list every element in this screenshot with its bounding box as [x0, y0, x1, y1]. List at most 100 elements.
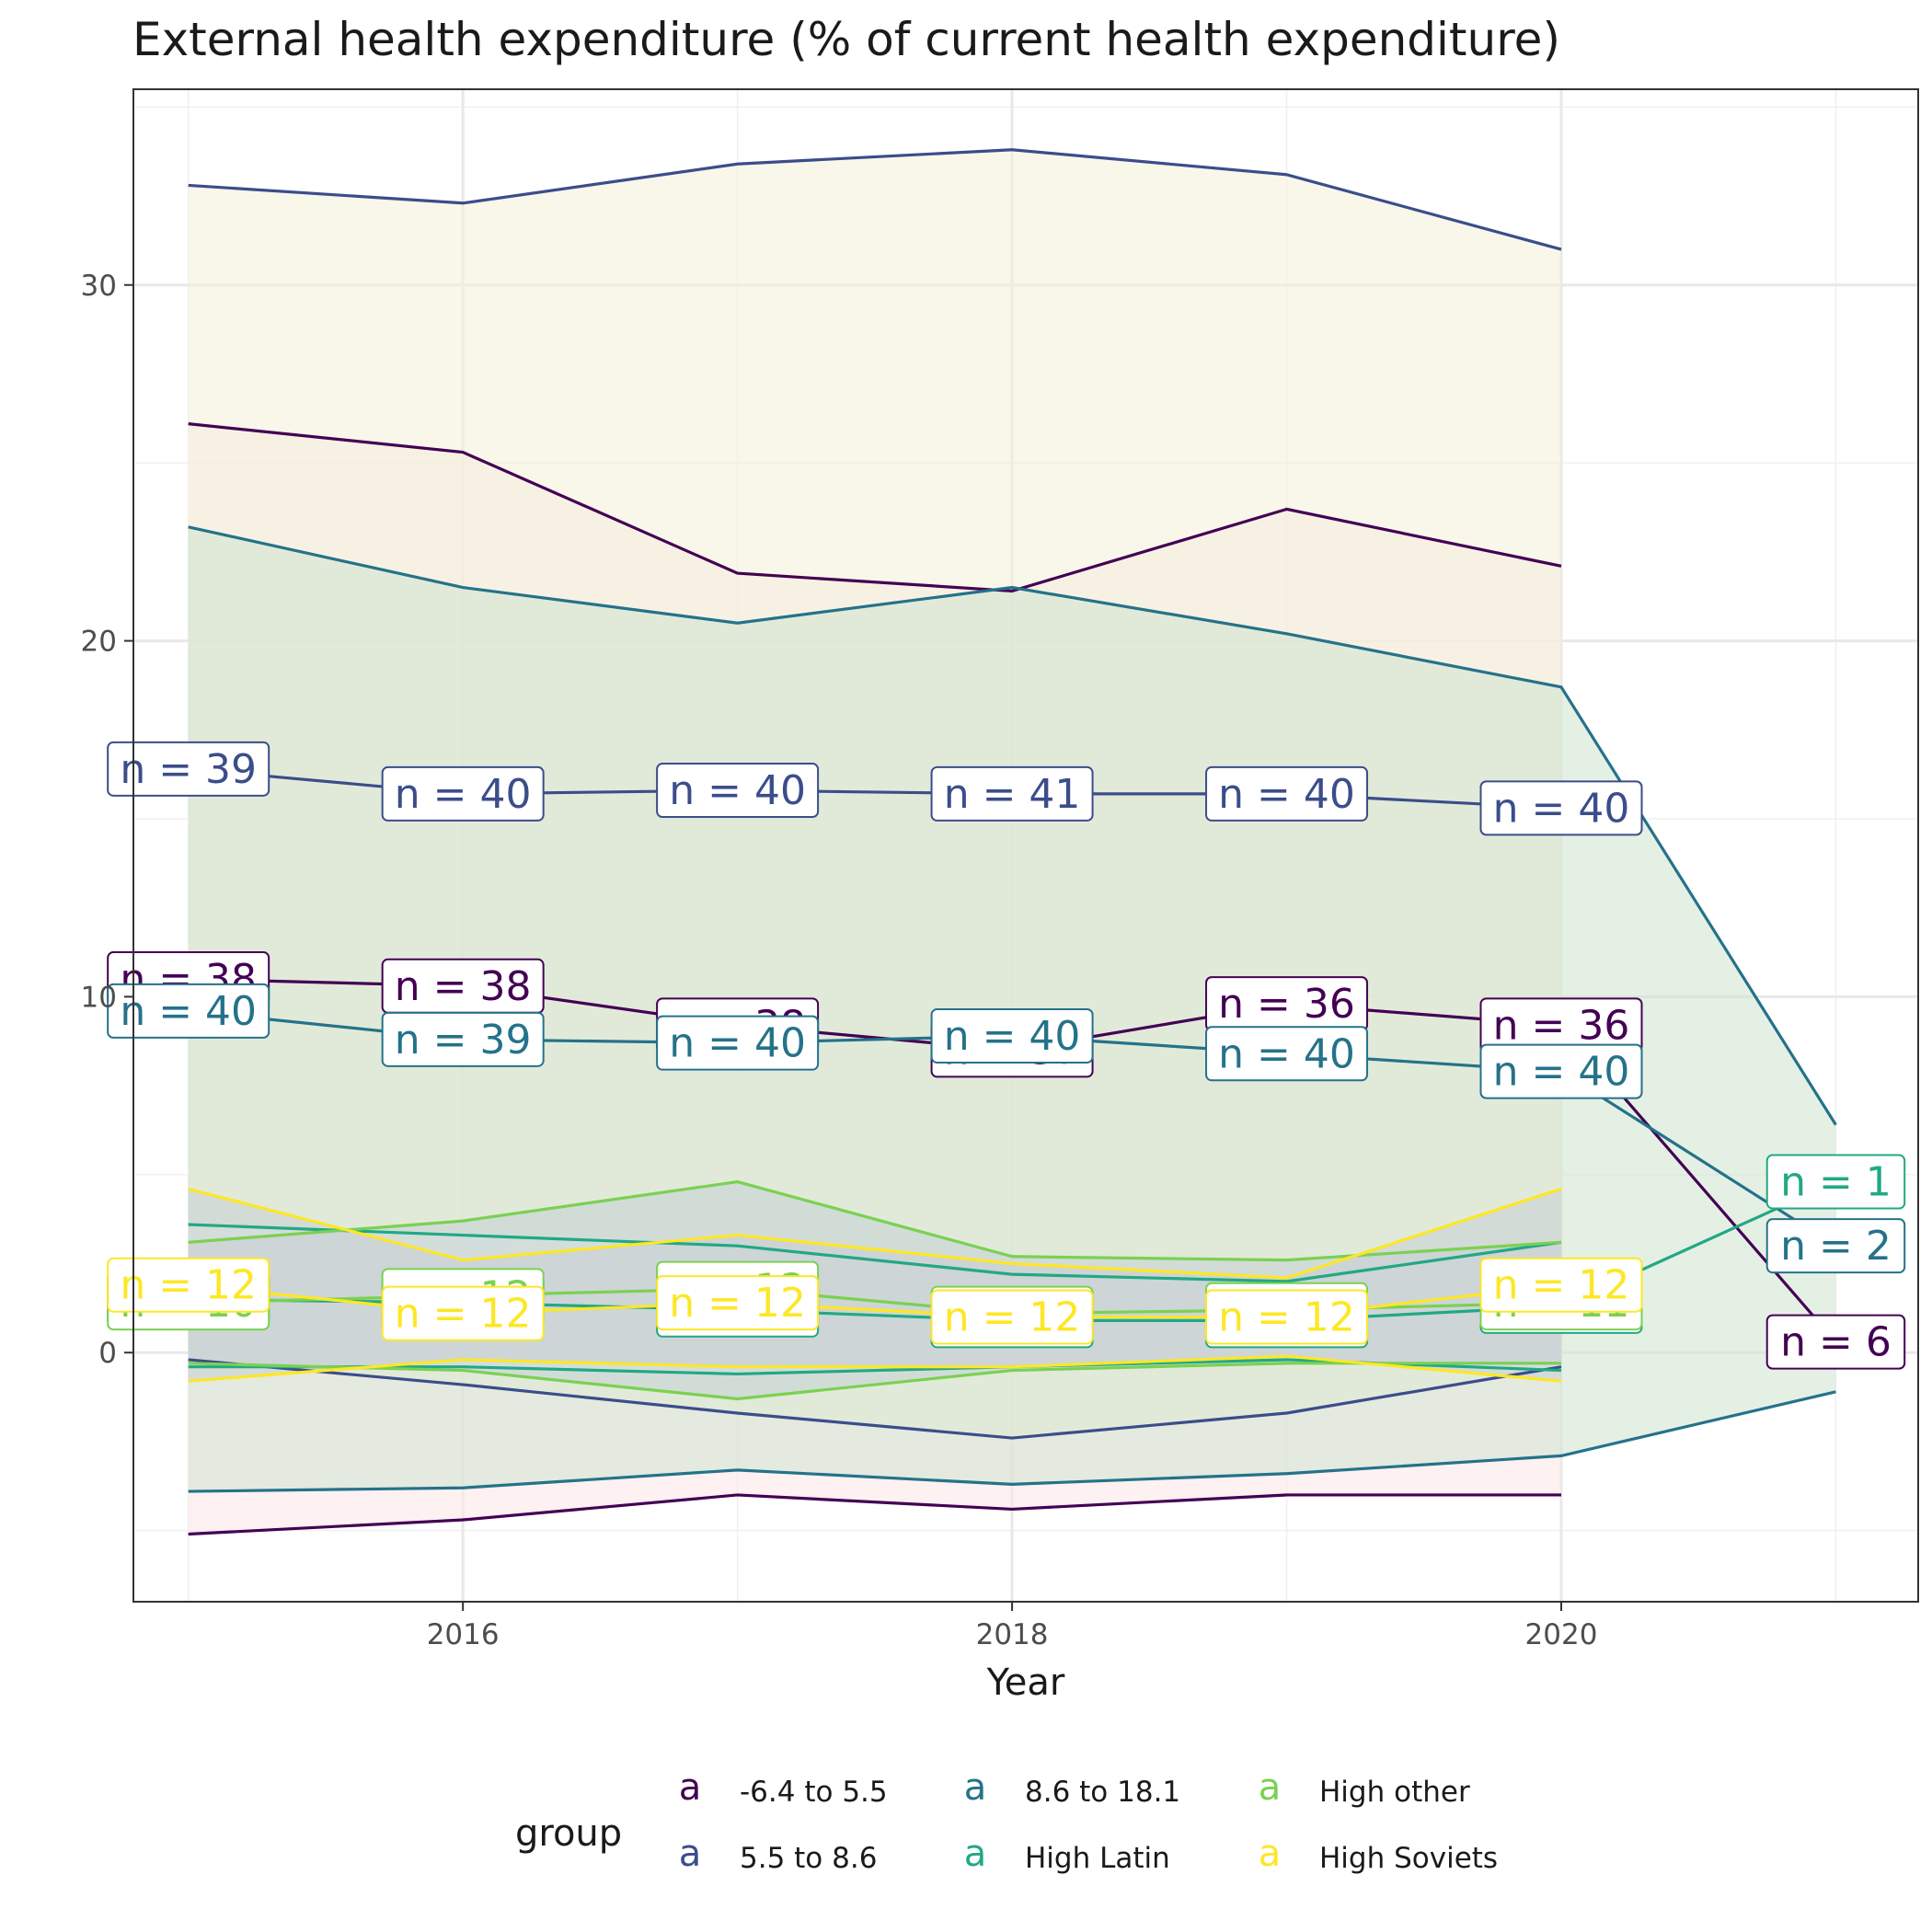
legend: group a -6.4 to 5.5 a 5.5 to 8.6 a 8.6 to 18.… [515, 1766, 1619, 1895]
y-tick-label: 10 [81, 981, 117, 1014]
legend-key: a [1258, 1766, 1282, 1809]
n-label-5-5-to-8-6: n = 41 [930, 765, 1094, 822]
n-label-8-6-to-18-1: n = 39 [381, 1011, 545, 1067]
x-tick-label: 2020 [1525, 1618, 1598, 1651]
n-label-text: n = 12 [1218, 1294, 1355, 1341]
n-label-text: n = 40 [1218, 771, 1355, 818]
legend-label: High other [1319, 1776, 1470, 1809]
n-label-high-soviets: n = 12 [656, 1275, 820, 1331]
n-label-text: n = 12 [395, 1291, 532, 1338]
n-label-box [381, 1011, 545, 1067]
n-labels-layer: n = 38n = 38n = 38n = 37n = 36n = 36n = … [107, 741, 1906, 1370]
n-label-box [1479, 1043, 1643, 1099]
n-label-5-5-to-8-6: n = 40 [1205, 765, 1369, 822]
x-tick-label: 2016 [427, 1618, 500, 1651]
n-label-8-6-to-18-1: n = 40 [107, 983, 270, 1039]
y-tick-label: 30 [81, 270, 117, 303]
n-label-box [930, 765, 1094, 822]
y-tick-label: 20 [81, 626, 117, 659]
legend-key: a [1258, 1833, 1282, 1875]
n-label-8-6-to-18-1: n = 40 [656, 1015, 820, 1071]
n-label-text: n = 36 [1218, 981, 1355, 1028]
n-label-high-soviets: n = 12 [107, 1257, 270, 1313]
n-label-high-soviets: n = 12 [1479, 1257, 1643, 1313]
upper-line-6-4-to-5-5 [188, 422, 1562, 593]
n-label-box [930, 1289, 1094, 1345]
n-label-box [1765, 1218, 1906, 1274]
y-tick-label: 0 [98, 1337, 117, 1370]
n-label-box [381, 1285, 545, 1341]
upper-line-high-soviets [188, 1187, 1562, 1280]
lower-line-high-other [188, 1362, 1561, 1401]
n-label-box [930, 1007, 1094, 1064]
x-tick-label: 2018 [976, 1618, 1049, 1651]
ribbon-layer [188, 149, 1836, 1535]
x-axis-title: Year [986, 1662, 1065, 1704]
n-label-text: n = 36 [1493, 1002, 1630, 1049]
n-label-text: n = 1 [1780, 1159, 1892, 1206]
n-label-6-4-to-5-5: n = 38 [381, 958, 545, 1014]
n-label-box [1765, 1154, 1906, 1210]
lower-line-5-5-to-8-6 [188, 1358, 1562, 1440]
n-label-box [107, 1257, 270, 1313]
axis-layer: 2016 2018 2020 0 10 20 30 [81, 270, 1598, 1651]
n-label-text: n = 6 [1780, 1319, 1892, 1366]
n-label-8-6-to-18-1: n = 2 [1765, 1218, 1906, 1274]
upper-line-high-latin [188, 1223, 1562, 1283]
legend-label: High Latin [1025, 1842, 1170, 1875]
upper-line-high-other [188, 1179, 1562, 1262]
n-label-5-5-to-8-6: n = 39 [107, 741, 270, 797]
n-label-text: n = 12 [944, 1294, 1081, 1341]
legend-key: a [963, 1766, 987, 1809]
legend-key: a [678, 1833, 702, 1875]
n-label-text: n = 40 [669, 1020, 806, 1067]
legend-label: 8.6 to 18.1 [1025, 1776, 1181, 1809]
n-label-text: n = 40 [1218, 1030, 1355, 1077]
n-label-high-soviets: n = 12 [381, 1285, 545, 1341]
n-label-high-soviets: n = 12 [930, 1289, 1094, 1345]
upper-line-8-6-to-18-1 [188, 525, 1837, 1126]
panel-border [132, 88, 1919, 1603]
n-label-text: n = 40 [395, 771, 532, 818]
legend-label: 5.5 to 8.6 [740, 1842, 878, 1875]
n-label-text: n = 40 [120, 988, 257, 1035]
n-label-box [1479, 780, 1643, 836]
n-label-text: n = 40 [944, 1013, 1081, 1060]
legend-title: group [515, 1812, 623, 1855]
n-label-text: n = 12 [669, 1280, 806, 1327]
lower-line-high-soviets [188, 1354, 1562, 1383]
n-label-5-5-to-8-6: n = 40 [656, 763, 820, 819]
n-label-box [1205, 1289, 1369, 1345]
n-label-8-6-to-18-1: n = 40 [1479, 1043, 1643, 1099]
n-label-text: n = 40 [1493, 785, 1630, 832]
n-label-box [381, 765, 545, 822]
n-label-box [1205, 1026, 1369, 1082]
n-label-box [107, 983, 270, 1039]
legend-key: a [678, 1766, 702, 1809]
n-label-high-latin: n = 1 [1765, 1154, 1906, 1210]
lower-line-8-6-to-18-1 [188, 1390, 1836, 1493]
n-label-text: n = 39 [120, 746, 257, 793]
n-label-6-4-to-5-5: n = 36 [1205, 976, 1369, 1032]
n-label-box [1765, 1314, 1906, 1370]
n-label-text: n = 39 [395, 1017, 532, 1064]
n-label-text: n = 38 [395, 963, 532, 1010]
n-label-5-5-to-8-6: n = 40 [381, 765, 545, 822]
n-label-8-6-to-18-1: n = 40 [1205, 1026, 1369, 1082]
lower-line-6-4-to-5-5 [188, 1493, 1561, 1536]
n-label-text: n = 40 [669, 767, 806, 814]
legend-label: High Soviets [1319, 1842, 1499, 1875]
n-label-text: n = 41 [944, 771, 1081, 818]
n-label-text: n = 2 [1780, 1223, 1892, 1270]
n-label-box [656, 1015, 820, 1071]
upper-line-5-5-to-8-6 [188, 148, 1562, 251]
n-label-box [1205, 765, 1369, 822]
n-label-text: n = 12 [1493, 1262, 1630, 1309]
n-label-high-soviets: n = 12 [1205, 1289, 1369, 1345]
n-label-5-5-to-8-6: n = 40 [1479, 780, 1643, 836]
n-label-box [1479, 1257, 1643, 1313]
chart-title: External health expenditure (% of curren… [132, 13, 1560, 66]
n-label-text: n = 12 [120, 1262, 257, 1309]
n-label-6-4-to-5-5: n = 6 [1765, 1314, 1906, 1370]
chart-canvas: n = 38n = 38n = 38n = 37n = 36n = 36n = … [81, 88, 1919, 1704]
